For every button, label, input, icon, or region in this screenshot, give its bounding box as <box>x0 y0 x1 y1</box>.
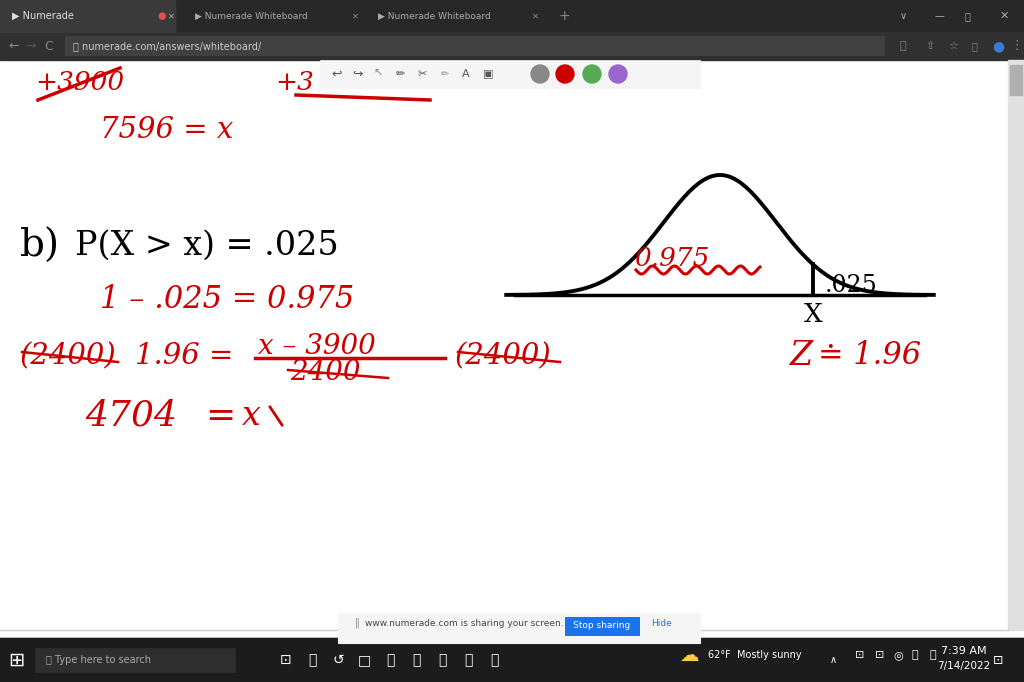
Text: =: = <box>205 399 236 433</box>
Text: ●: ● <box>157 11 166 21</box>
Text: ⋮: ⋮ <box>1010 40 1023 53</box>
Text: ↺: ↺ <box>332 653 344 667</box>
Text: ✕: ✕ <box>352 12 359 20</box>
Text: ∨: ∨ <box>900 11 907 21</box>
Text: C: C <box>44 40 53 53</box>
Text: 📁: 📁 <box>308 653 316 667</box>
Text: ↪: ↪ <box>352 68 364 80</box>
Text: +3: +3 <box>275 70 314 95</box>
Text: 🔵: 🔵 <box>464 653 472 667</box>
Text: ∧: ∧ <box>830 655 838 665</box>
Text: .025: .025 <box>824 273 878 297</box>
Text: ✕: ✕ <box>532 12 539 20</box>
Text: ↩: ↩ <box>332 68 342 80</box>
Text: 🔍: 🔍 <box>900 41 906 51</box>
Text: □: □ <box>357 653 371 667</box>
Bar <box>0 638 1024 682</box>
Text: 🔷: 🔷 <box>386 653 394 667</box>
Circle shape <box>583 65 601 83</box>
Text: 💧: 💧 <box>412 653 420 667</box>
Text: 📋: 📋 <box>489 653 499 667</box>
Text: ✂: ✂ <box>418 69 427 79</box>
Text: ▣: ▣ <box>482 69 494 79</box>
Text: 62°F  Mostly sunny: 62°F Mostly sunny <box>708 650 802 660</box>
Text: →: → <box>25 40 36 53</box>
Text: ▶ Numerade: ▶ Numerade <box>12 11 74 21</box>
Bar <box>1008 60 1024 630</box>
Text: ◎: ◎ <box>893 650 903 660</box>
Bar <box>35 648 234 672</box>
Text: ⬜: ⬜ <box>972 41 978 51</box>
Text: ↖: ↖ <box>374 69 383 79</box>
Text: ⬜: ⬜ <box>965 11 971 21</box>
Text: A: A <box>462 69 470 79</box>
Text: x: x <box>242 400 261 432</box>
Text: X: X <box>804 303 822 327</box>
Text: www.numerade.com is sharing your screen.: www.numerade.com is sharing your screen. <box>365 619 563 627</box>
Text: 7596 = x: 7596 = x <box>100 116 233 144</box>
Text: ⊡: ⊡ <box>874 650 885 660</box>
Text: ⊡: ⊡ <box>992 653 1004 666</box>
Text: 🌐: 🌐 <box>438 653 446 667</box>
Text: 🔊: 🔊 <box>912 650 919 660</box>
Bar <box>1010 65 1022 95</box>
Text: +: + <box>558 9 569 23</box>
Text: ←: ← <box>8 40 18 53</box>
Bar <box>0 0 1024 32</box>
Text: x – 3900: x – 3900 <box>258 333 376 361</box>
Text: 1 – .025 = 0.975: 1 – .025 = 0.975 <box>100 284 354 316</box>
Text: +3900: +3900 <box>36 70 125 95</box>
Text: 🔍 Type here to search: 🔍 Type here to search <box>46 655 151 665</box>
Text: 0.975: 0.975 <box>634 246 710 271</box>
Text: ⇧: ⇧ <box>925 41 934 51</box>
Circle shape <box>531 65 549 83</box>
Text: Z: Z <box>790 340 813 372</box>
Text: ▶ Numerade Whiteboard: ▶ Numerade Whiteboard <box>378 12 490 20</box>
Text: Stop sharing: Stop sharing <box>573 621 631 630</box>
Text: P(X > x) = .025: P(X > x) = .025 <box>75 230 339 262</box>
Text: 4704: 4704 <box>85 399 177 433</box>
Text: ▶ Numerade Whiteboard: ▶ Numerade Whiteboard <box>195 12 308 20</box>
Text: ●: ● <box>992 39 1005 53</box>
Circle shape <box>556 65 574 83</box>
Bar <box>65 36 885 56</box>
Text: —: — <box>935 11 945 21</box>
Text: 🔒 numerade.com/answers/whiteboard/: 🔒 numerade.com/answers/whiteboard/ <box>73 41 261 51</box>
Bar <box>565 617 640 636</box>
Text: ≐ 1.96: ≐ 1.96 <box>818 340 922 372</box>
Text: 7/14/2022: 7/14/2022 <box>937 661 990 671</box>
Bar <box>338 613 700 643</box>
Text: ✕: ✕ <box>1000 11 1010 21</box>
Text: 2400: 2400 <box>290 359 360 385</box>
Bar <box>0 0 175 32</box>
Circle shape <box>609 65 627 83</box>
Text: 7:39 AM: 7:39 AM <box>941 646 987 656</box>
Text: Hide: Hide <box>651 619 672 627</box>
Text: 1.96 =: 1.96 = <box>135 342 233 370</box>
Text: (2400): (2400) <box>20 342 117 370</box>
Text: ✏: ✏ <box>441 69 450 79</box>
Text: ✏: ✏ <box>395 69 404 79</box>
Text: ‖: ‖ <box>355 618 359 628</box>
Text: ☆: ☆ <box>948 41 958 51</box>
Text: ⊡: ⊡ <box>281 653 292 667</box>
Text: b): b) <box>20 228 60 265</box>
Bar <box>319 60 700 88</box>
Text: ☁: ☁ <box>680 645 699 664</box>
Text: ⊡: ⊡ <box>855 650 864 660</box>
Bar <box>0 60 1008 630</box>
Text: (2400): (2400) <box>455 342 552 370</box>
Bar <box>38 98 296 158</box>
Text: 📶: 📶 <box>930 650 937 660</box>
Text: ✕: ✕ <box>168 12 175 20</box>
Text: ⊞: ⊞ <box>8 651 25 670</box>
Bar <box>0 32 1024 60</box>
